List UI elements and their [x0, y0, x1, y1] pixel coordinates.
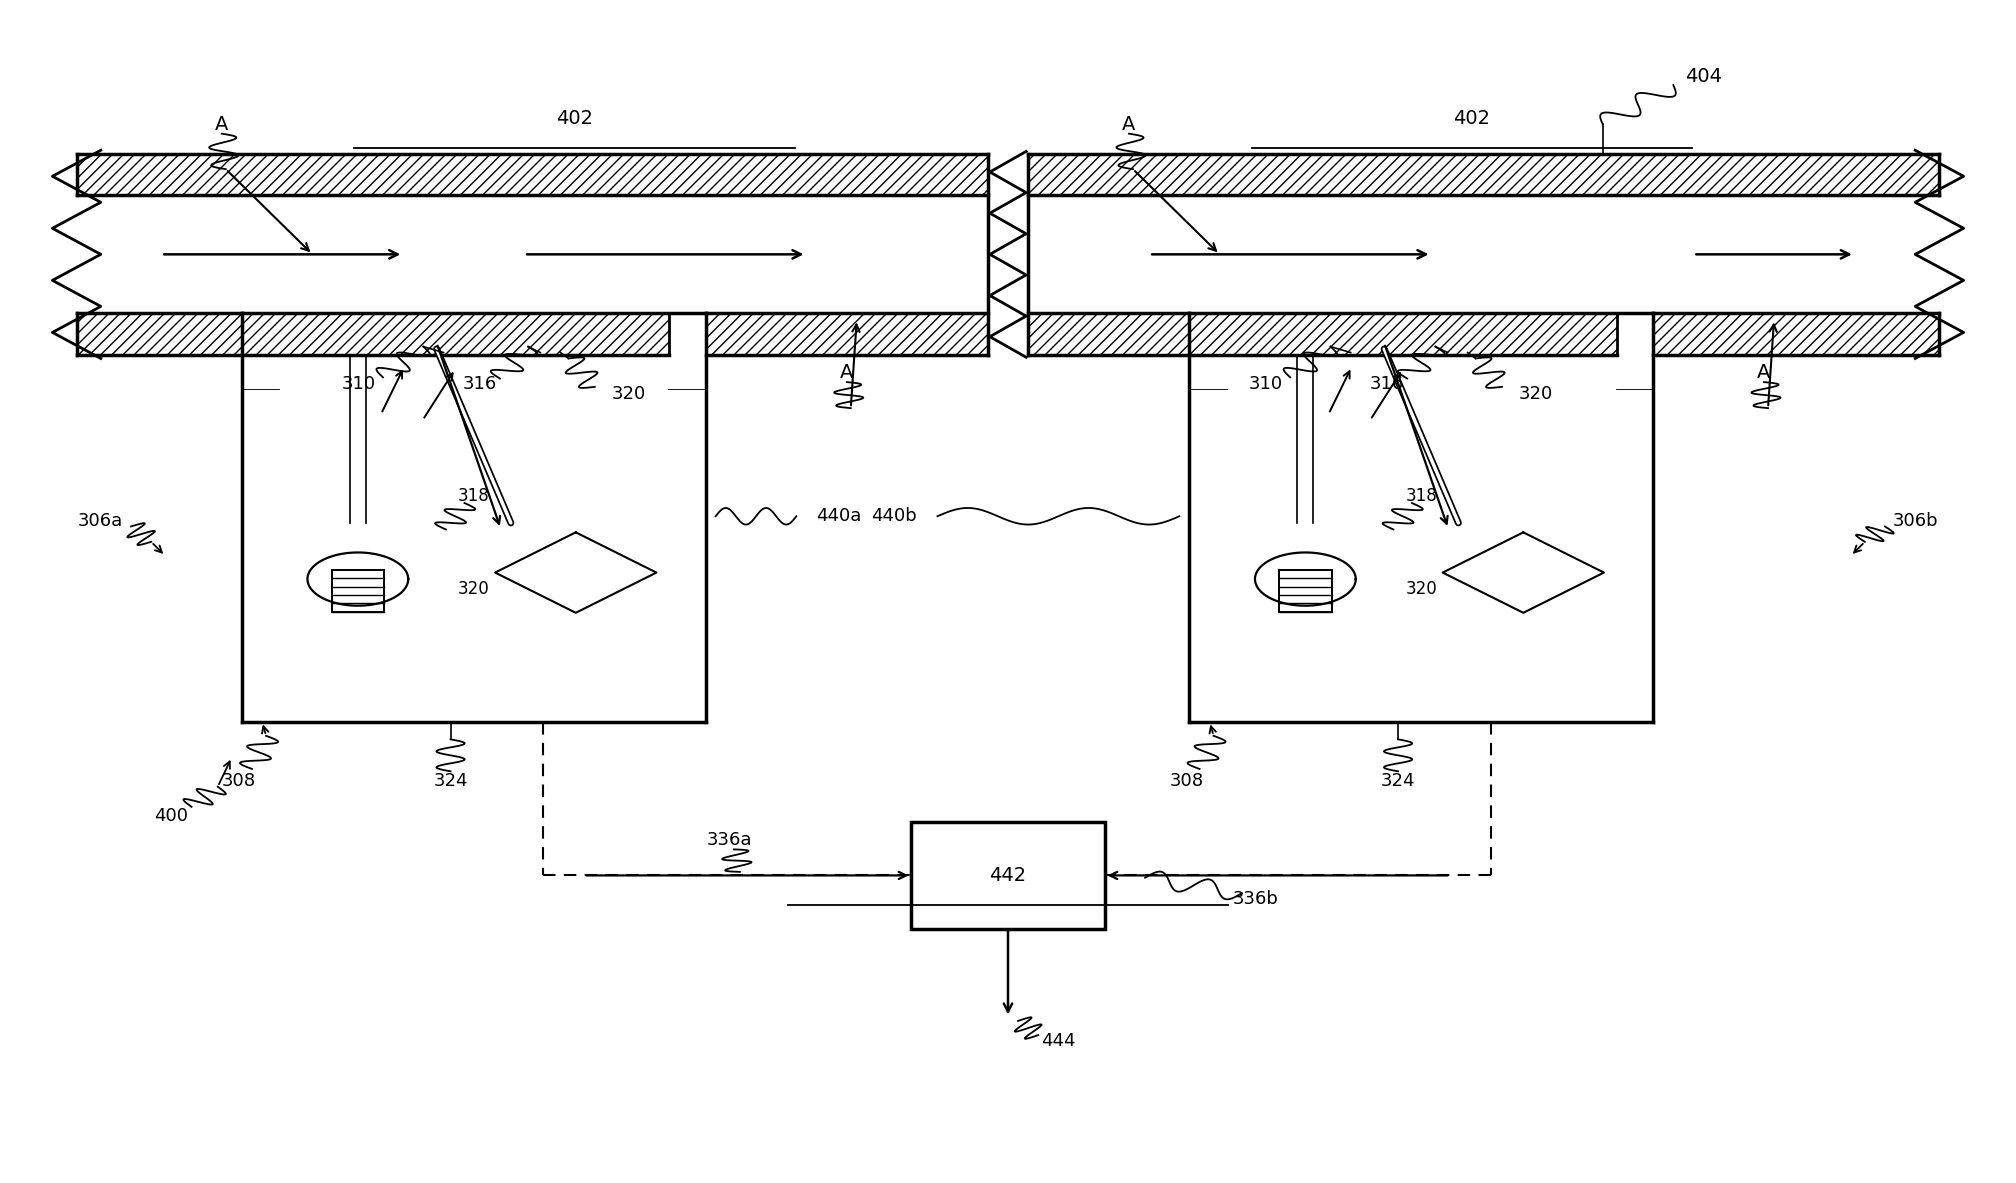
Text: A: A [841, 363, 853, 382]
Bar [1617, 390, 1653, 722]
Text: 310: 310 [1250, 375, 1282, 394]
Text: 404: 404 [1685, 67, 1722, 86]
Bar [1653, 313, 1939, 355]
Text: 320: 320 [613, 384, 645, 403]
Text: 320: 320 [1520, 384, 1552, 403]
Bar [706, 313, 988, 355]
Text: 306b: 306b [1893, 511, 1937, 530]
Bar [669, 390, 706, 722]
Bar [911, 822, 1105, 929]
Text: 306a: 306a [79, 511, 123, 530]
Text: 324: 324 [433, 771, 468, 790]
Text: 444: 444 [1040, 1032, 1077, 1051]
Text: 442: 442 [990, 866, 1026, 885]
Text: A: A [1123, 115, 1135, 134]
Bar [1189, 313, 1617, 355]
Text: 318: 318 [458, 487, 490, 505]
Text: 324: 324 [1381, 771, 1415, 790]
Text: 402: 402 [1454, 109, 1490, 128]
Text: 400: 400 [155, 807, 187, 826]
Text: 402: 402 [556, 109, 593, 128]
Text: 310: 310 [343, 375, 375, 394]
Text: 308: 308 [1169, 771, 1204, 790]
Bar [242, 700, 706, 722]
Bar [77, 154, 988, 195]
Text: 336a: 336a [708, 830, 752, 849]
Text: A: A [1758, 363, 1770, 382]
Bar [1028, 313, 1189, 355]
Text: 440a: 440a [816, 508, 863, 525]
Bar [242, 390, 706, 722]
Bar [77, 313, 242, 355]
Bar [1028, 154, 1939, 195]
Bar [1189, 390, 1653, 722]
Text: 336b: 336b [1234, 890, 1278, 909]
Bar [1189, 700, 1653, 722]
Text: 440b: 440b [871, 508, 917, 525]
Bar [242, 313, 669, 355]
Text: A: A [216, 115, 228, 134]
Text: 316: 316 [464, 375, 496, 394]
Text: 308: 308 [222, 771, 256, 790]
Bar [242, 390, 278, 722]
Text: 320: 320 [1405, 580, 1437, 599]
Bar [1189, 390, 1226, 722]
Text: 316: 316 [1371, 375, 1403, 394]
Text: 318: 318 [1405, 487, 1437, 505]
Text: 320: 320 [458, 580, 490, 599]
